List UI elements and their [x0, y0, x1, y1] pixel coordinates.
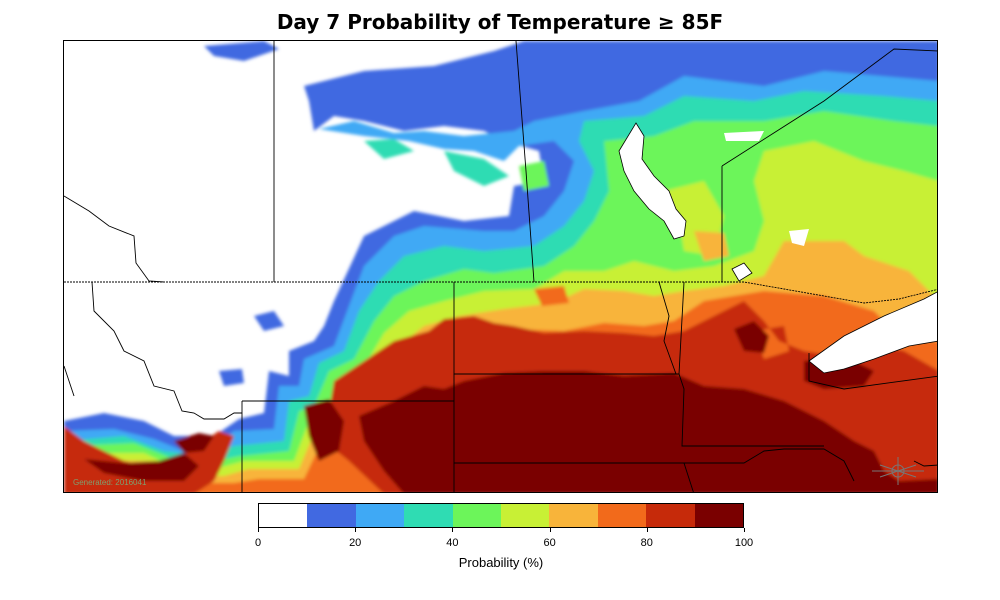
province-border-hudson [721, 48, 937, 167]
great-lake [808, 291, 937, 374]
crosshair-icon [872, 457, 924, 485]
state-border-nd [453, 281, 685, 375]
colorbar-tick-label: 0 [254, 537, 262, 549]
lake [618, 122, 687, 240]
colorbar-label: Probability (%) [458, 555, 544, 570]
colorbar-segment [597, 504, 647, 527]
colorbar-ticks: 0 20 40 60 80 100 [254, 528, 753, 549]
contour-90-100 [84, 321, 937, 492]
colorbar-tick-label: 20 [349, 537, 362, 549]
colorbar-tick-mark [744, 528, 745, 532]
map-canvas [64, 41, 937, 492]
id-border-south [64, 365, 75, 397]
state-border-ia [683, 462, 694, 492]
lake-south [731, 262, 753, 282]
colorbar-segment [355, 504, 405, 527]
province-border-east [515, 41, 535, 283]
coastline-west [64, 195, 165, 283]
mi-up [913, 460, 937, 467]
colorbar-segment [259, 504, 308, 527]
colorbar [258, 503, 744, 528]
colorbar-tick-mark [452, 528, 454, 532]
mt-id-border [91, 281, 242, 420]
colorbar-segment [501, 504, 550, 527]
state-border-wi [808, 353, 937, 390]
colorbar-segment [452, 504, 502, 527]
colorbar-segment [307, 504, 356, 527]
colorbar-tick-mark [258, 528, 259, 532]
state-border-mn [678, 373, 824, 447]
colorbar-tick-mark [549, 528, 551, 532]
colorbar-tick-label: 60 [543, 537, 556, 549]
probability-map[interactable]: Generated: 2016041 [63, 40, 938, 493]
state-border-sd [453, 374, 855, 482]
country-border [64, 281, 937, 304]
colorbar-tick-label: 40 [446, 537, 459, 549]
colorbar-tick-mark [355, 528, 357, 532]
colorbar-segment [694, 504, 744, 527]
clear-area [724, 131, 809, 246]
colorbar-segment [404, 504, 453, 527]
map-title: Day 7 Probability of Temperature ≥ 85F [276, 10, 724, 34]
boundaries [64, 41, 937, 492]
colorbar-segment [549, 504, 598, 527]
colorbar-tick-label: 80 [640, 537, 653, 549]
watermark-text: Generated: 2016041 [73, 478, 147, 487]
mn-river [658, 281, 677, 375]
colorbar-tick-label: 100 [734, 537, 754, 549]
colorbar-segment [646, 504, 695, 527]
colorbar-tick-mark [646, 528, 648, 532]
